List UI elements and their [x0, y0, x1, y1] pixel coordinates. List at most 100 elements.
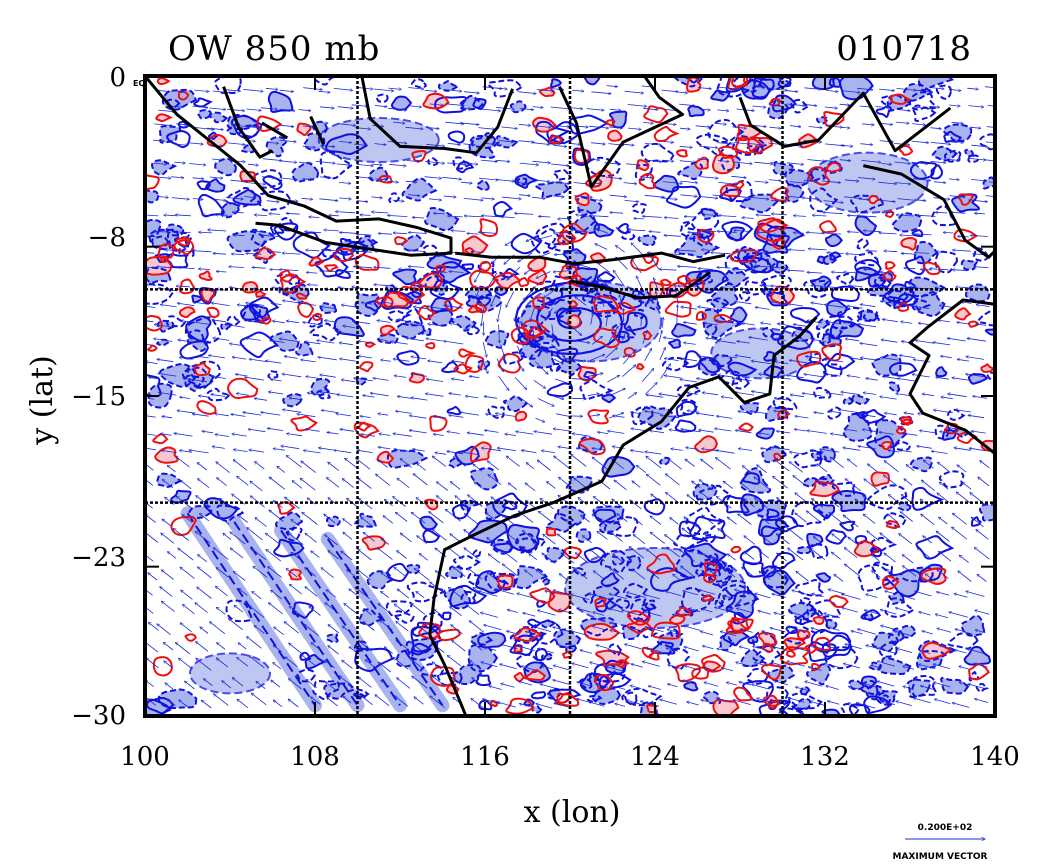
negative-ow-contour: [979, 133, 995, 151]
negative-ow-contour: [685, 506, 726, 536]
negative-ow-contour: [528, 632, 544, 642]
x-tick-label: 116: [460, 742, 510, 772]
negative-ow-contour: [586, 694, 603, 703]
negative-ow-contour: [309, 322, 343, 342]
negative-ow-fill: [675, 234, 718, 258]
negative-ow-contour: [717, 579, 750, 598]
negative-ow-contour: [592, 584, 622, 601]
negative-ow-contour: [810, 451, 828, 462]
negative-ow-contour: [576, 196, 603, 217]
negative-ow-contour: [650, 567, 693, 592]
negative-ow-contour: [177, 245, 195, 257]
negative-ow-contour: [826, 352, 856, 371]
negative-ow-fill: [227, 231, 265, 252]
negative-ow-contour: [788, 692, 823, 711]
negative-ow-contour: [866, 283, 895, 297]
negative-ow-fill: [707, 298, 729, 311]
negative-ow-contour: [878, 641, 898, 658]
negative-ow-contour: [307, 314, 323, 328]
negative-ow-contour: [546, 121, 580, 145]
negative-ow-contour: [573, 567, 587, 577]
negative-ow-contour: [282, 393, 303, 408]
chart-date-label: 010718: [836, 29, 972, 69]
negative-ow-contour: [145, 218, 162, 239]
negative-ow-contour: [673, 534, 706, 550]
negative-ow-contour: [665, 185, 702, 209]
negative-ow-contour: [650, 641, 676, 655]
negative-ow-region: [317, 117, 440, 163]
negative-ow-contour: [637, 405, 677, 430]
negative-ow-contour: [274, 511, 304, 531]
negative-ow-contour: [323, 682, 356, 700]
y-tick-label: −15: [71, 382, 126, 412]
negative-ow-contour: [739, 193, 779, 214]
negative-ow-contour: [544, 546, 565, 563]
negative-ow-contour: [631, 203, 647, 215]
negative-ow-contour: [596, 271, 616, 283]
negative-ow-contour: [216, 504, 245, 522]
y-tick-label: −23: [71, 543, 126, 573]
negative-ow-contour: [594, 301, 616, 318]
negative-ow-contour: [678, 520, 702, 538]
negative-ow-contour: [477, 295, 492, 307]
negative-ow-contour: [493, 542, 513, 554]
negative-ow-contour: [676, 384, 703, 398]
negative-ow-contour: [785, 625, 798, 635]
negative-ow-contour: [156, 319, 175, 333]
negative-ow-contour: [509, 100, 527, 114]
negative-ow-contour: [310, 377, 331, 397]
negative-ow-contour: [866, 435, 895, 459]
negative-ow-contour: [213, 76, 242, 94]
negative-ow-contour: [836, 272, 855, 285]
negative-ow-contour: [856, 238, 869, 250]
x-tick-label: 100: [120, 742, 170, 772]
negative-ow-contour: [468, 134, 496, 159]
negative-ow-contour: [972, 247, 989, 262]
negative-ow-contour: [476, 359, 491, 372]
negative-ow-contour: [900, 566, 934, 583]
negative-ow-contour: [856, 308, 879, 322]
negative-ow-contour: [807, 641, 837, 662]
negative-ow-contour: [516, 532, 538, 553]
negative-ow-contour: [545, 512, 578, 533]
negative-ow-contour: [422, 611, 444, 630]
negative-ow-contour: [867, 273, 887, 288]
negative-ow-fill: [356, 378, 367, 386]
negative-ow-contour: [449, 584, 488, 607]
negative-ow-fill: [740, 402, 759, 414]
negative-ow-contour: [354, 647, 394, 672]
negative-ow-contour: [475, 570, 507, 594]
negative-ow-contour: [874, 419, 908, 449]
negative-ow-contour: [186, 360, 221, 389]
negative-ow-contour: [405, 637, 439, 661]
negative-ow-contour: [851, 394, 871, 406]
negative-ow-contour: [644, 297, 661, 311]
negative-ow-contour: [527, 327, 558, 347]
negative-ow-contour: [447, 458, 464, 469]
negative-ow-fill: [422, 328, 431, 335]
negative-ow-contour: [888, 381, 901, 393]
negative-ow-contour: [490, 270, 507, 282]
negative-ow-contour: [771, 260, 789, 274]
negative-ow-contour: [484, 330, 510, 349]
negative-ow-contour: [179, 340, 209, 360]
negative-ow-contour: [947, 632, 979, 650]
negative-ow-contour: [960, 258, 978, 271]
negative-ow-contour: [267, 90, 294, 113]
negative-ow-contour: [157, 688, 198, 710]
negative-ow-contour: [906, 678, 932, 699]
negative-ow-contour: [615, 598, 631, 610]
negative-ow-contour: [935, 84, 952, 100]
negative-ow-fill: [961, 259, 977, 270]
negative-ow-contour: [708, 566, 733, 587]
negative-ow-contour: [460, 590, 477, 604]
negative-ow-fill: [494, 543, 512, 553]
negative-ow-contour: [842, 396, 855, 405]
negative-ow-contour: [674, 233, 721, 259]
negative-ow-fill: [917, 76, 953, 91]
negative-ow-contour: [572, 267, 599, 289]
negative-ow-fill: [367, 571, 393, 589]
negative-ow-contour: [601, 393, 617, 404]
negative-ow-contour: [687, 105, 705, 118]
negative-ow-contour: [697, 358, 720, 377]
